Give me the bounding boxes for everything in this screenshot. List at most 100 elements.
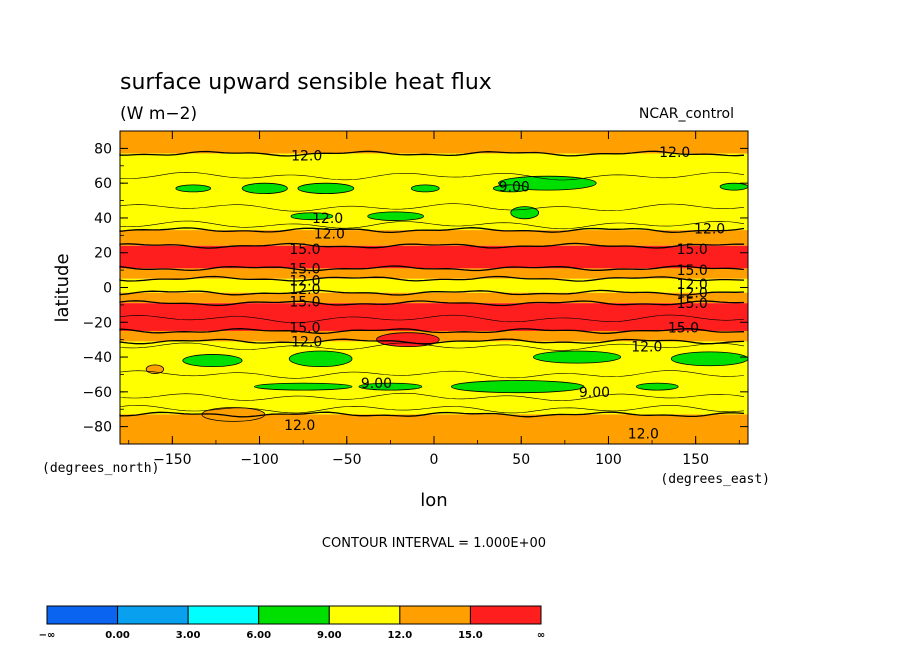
band-1	[120, 153, 748, 231]
contour-label-20: 9.00	[361, 376, 392, 392]
x-tick-label-0: −150	[153, 452, 191, 468]
colorbar-tick-label-0: −∞	[39, 630, 56, 641]
patch-12	[533, 350, 622, 364]
contour-lines	[119, 150, 745, 418]
contour-thin-1	[119, 203, 745, 212]
y-tick-label-7: −60	[82, 385, 112, 401]
colorbar-tick-label-6: 15.0	[458, 630, 483, 641]
band-2	[120, 230, 748, 246]
contour-label-22: 12.0	[284, 418, 315, 434]
contour-label-19: 12.0	[631, 340, 662, 356]
colorbar-swatch-4	[328, 605, 401, 625]
contour-thin-3	[119, 314, 745, 324]
contour-thin-5	[119, 370, 745, 379]
patch-17	[635, 382, 679, 391]
contour-line-6	[119, 289, 745, 296]
contour-thin-4	[119, 342, 745, 351]
band-9	[120, 341, 748, 415]
x-tick-label-2: −50	[332, 452, 362, 468]
colorbar-tick-label-5: 12.0	[388, 630, 413, 641]
patch-5	[492, 184, 529, 193]
contour-label-3: 12.0	[312, 211, 343, 227]
band-6	[120, 292, 748, 304]
contour-label-13: 12.0	[677, 286, 708, 302]
patch-8	[367, 211, 424, 221]
patch-11	[288, 350, 353, 368]
colorbar-swatch-6	[469, 605, 542, 625]
contour-label-15: 15.0	[677, 296, 708, 312]
contour-label-2: 9.00	[499, 180, 530, 196]
y-tick-label-5: −20	[82, 315, 112, 331]
y-tick-label-4: 0	[103, 281, 112, 297]
contour-label-6: 15.0	[289, 242, 320, 258]
y-tick-label-8: −80	[82, 420, 112, 436]
contour-line-4	[119, 265, 745, 272]
y-axis-ticks: 80 60 40 20 0 −20 −40 −60 −80	[82, 130, 748, 445]
band-3	[120, 245, 748, 269]
patch-7	[290, 212, 334, 221]
contour-label-11: 12.0	[289, 282, 320, 298]
contour-thin-2	[119, 220, 745, 230]
colorbar-tick-label-7: ∞	[537, 630, 545, 641]
contour-label-0: 12.0	[291, 148, 322, 164]
patch-6	[719, 182, 749, 191]
y-tick-label-2: 40	[94, 211, 112, 227]
patch-15	[358, 382, 423, 391]
band-4	[120, 268, 748, 279]
patch-2	[297, 182, 355, 195]
chart-units: (W m−2)	[120, 104, 197, 124]
y-axis-units: (degrees_north)	[42, 461, 159, 476]
y-tick-label-3: 20	[94, 246, 112, 262]
x-axis-units: (degrees_east)	[660, 472, 770, 487]
patch-10	[182, 354, 243, 368]
colorbar-tick-label-3: 6.00	[246, 630, 271, 641]
contour-label-17: 15.0	[668, 320, 699, 336]
contour-label-7: 15.0	[677, 242, 708, 258]
contour-thin-6	[119, 392, 745, 402]
contour-thin-0	[119, 171, 745, 181]
x-tick-label-4: 50	[512, 452, 530, 468]
contour-line-3	[119, 242, 745, 249]
patch-14	[253, 382, 353, 391]
x-tick-label-3: 0	[430, 452, 439, 468]
contour-interval-text: CONTOUR INTERVAL = 1.000E+00	[322, 536, 546, 551]
patch-0	[175, 184, 212, 193]
colorbar-swatch-2	[187, 605, 260, 625]
colorbar-tick-label-1: 0.00	[105, 630, 130, 641]
patch-1	[241, 182, 288, 195]
contour-label-5: 12.0	[694, 221, 725, 237]
contour-line-7	[119, 300, 745, 307]
y-tick-label-1: 60	[94, 176, 112, 192]
contour-label-21: 9.00	[579, 385, 610, 401]
x-axis-ticks: −150 −100 −50 0 50 100 150	[128, 131, 740, 468]
contour-fill-patches	[145, 175, 749, 422]
contour-line-2	[119, 227, 745, 234]
x-tick-label-6: 150	[682, 452, 709, 468]
y-tick-label-0: 80	[94, 141, 112, 157]
x-tick-label-1: −100	[240, 452, 278, 468]
contour-line-1	[119, 150, 745, 157]
chart-title: surface upward sensible heat flux	[120, 70, 492, 95]
patch-3	[410, 184, 440, 193]
contour-label-8: 15.0	[289, 261, 320, 277]
contour-thin-7	[119, 405, 745, 414]
case-label: NCAR_control	[639, 106, 734, 122]
contour-label-12: 12.0	[677, 277, 708, 293]
colorbar-swatch-5	[399, 605, 471, 625]
contour-line-9	[119, 338, 745, 345]
y-axis-label: latitude	[52, 253, 73, 322]
contour-label-14: 15.0	[289, 294, 320, 310]
colorbar-swatch-3	[258, 605, 330, 625]
x-axis-label: lon	[420, 490, 447, 511]
contour-label-18: 12.0	[291, 334, 322, 350]
colorbar-swatch-0	[46, 605, 119, 625]
colorbar-tick-label-4: 9.00	[317, 630, 342, 641]
colorbar-tick-label-2: 3.00	[176, 630, 201, 641]
patch-16	[451, 380, 585, 394]
x-tick-label-5: 100	[595, 452, 622, 468]
y-tick-label-6: −40	[82, 350, 112, 366]
contour-label-23: 12.0	[628, 427, 659, 443]
contour-line-8	[119, 328, 745, 334]
